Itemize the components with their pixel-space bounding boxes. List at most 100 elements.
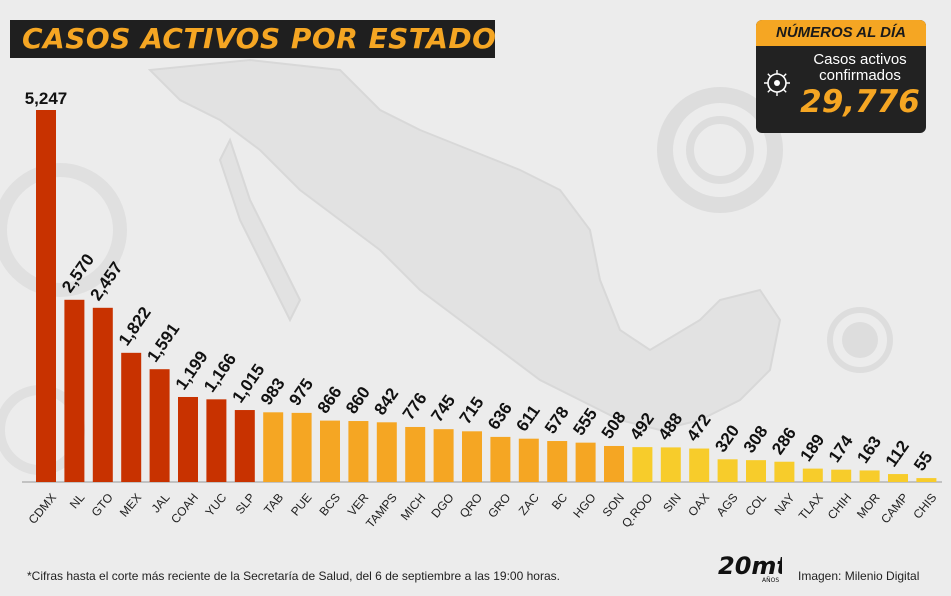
bar-chih	[831, 469, 852, 482]
category-label: COL	[742, 490, 769, 518]
image-credit: Imagen: Milenio Digital	[798, 569, 920, 583]
bar-hgo	[575, 442, 596, 482]
bar-qro	[462, 431, 482, 482]
bar-zac	[518, 438, 539, 482]
category-label: COAH	[168, 491, 201, 527]
bar-gto	[92, 307, 113, 482]
footnote: *Cifras hasta el corte más reciente de l…	[27, 569, 560, 583]
value-label: 866	[314, 383, 346, 417]
category-label: Q.ROO	[619, 491, 655, 531]
value-label: 55	[910, 448, 936, 474]
category-label: QRO	[457, 491, 485, 521]
category-label: CAMP	[878, 491, 911, 527]
value-label: 1,822	[115, 303, 155, 349]
category-label: CDMX	[26, 491, 59, 527]
bar-slp	[234, 410, 255, 482]
category-label: NL	[67, 490, 88, 511]
bar-ags	[717, 459, 738, 482]
category-label: CHIS	[910, 491, 939, 522]
bar-bcs	[320, 420, 340, 482]
value-label: 555	[569, 405, 601, 439]
bar-gro	[490, 436, 511, 482]
category-label: AGS	[714, 491, 741, 519]
stat-card: NÚMEROS AL DÍA Casos activos confirmados…	[756, 20, 926, 133]
category-label: OAX	[685, 491, 712, 519]
value-label: 112	[882, 437, 913, 470]
category-label: CHIH	[825, 491, 855, 522]
value-label: 860	[342, 383, 374, 417]
value-label: 5,247	[25, 89, 68, 108]
stat-card-header: NÚMEROS AL DÍA	[756, 20, 926, 46]
stat-heading: NÚMEROS AL DÍA	[775, 24, 906, 41]
bar-tab	[263, 412, 284, 482]
category-label: NAY	[771, 491, 797, 518]
category-label: SIN	[660, 491, 684, 515]
virus-icon	[764, 70, 790, 96]
category-label: MEX	[117, 491, 144, 520]
bar-sin	[660, 447, 681, 482]
stat-label: Casos activos confirmados	[813, 51, 907, 84]
stat-value: 29,776	[800, 84, 920, 120]
bar-cdmx	[36, 110, 56, 482]
bar-dgo	[433, 429, 454, 482]
value-label: 776	[399, 389, 431, 423]
category-label: PUE	[288, 491, 315, 519]
value-label: 163	[853, 433, 885, 467]
category-label: ZAC	[516, 490, 542, 518]
value-label: 1,591	[143, 320, 183, 366]
bar-chis	[916, 478, 937, 482]
value-label: 578	[541, 403, 573, 437]
category-label: BC	[549, 490, 571, 512]
bar-jal	[149, 369, 170, 482]
value-label: 189	[797, 431, 829, 465]
category-label: TAMPS	[363, 491, 400, 531]
bar-mex	[121, 352, 142, 482]
bar-oax	[689, 448, 710, 482]
value-label: 488	[655, 410, 687, 444]
value-label: 842	[371, 384, 403, 418]
value-label: 611	[513, 402, 544, 435]
category-label: JAL	[149, 490, 173, 515]
bar-nl	[64, 299, 85, 482]
category-label: VER	[345, 490, 372, 518]
bar-mor	[859, 470, 880, 482]
chart-title: CASOS ACTIVOS POR ESTADO	[22, 22, 497, 55]
value-label: 636	[484, 399, 516, 433]
milenio-logo: 20mt AÑOS	[718, 552, 782, 584]
bar-pue	[291, 412, 312, 482]
value-label: 745	[427, 391, 459, 425]
bar-col	[746, 460, 766, 482]
bar-mich	[405, 426, 426, 482]
bar-tlax	[802, 468, 823, 482]
bar-qroo	[632, 447, 653, 482]
logo-sub: AÑOS	[762, 577, 779, 584]
value-label: 320	[711, 421, 743, 455]
category-label: GRO	[485, 491, 513, 521]
bar-coah	[178, 396, 198, 482]
category-label: GTO	[89, 491, 116, 520]
value-label: 975	[285, 375, 317, 409]
value-label: 286	[768, 424, 800, 458]
bar-nay	[774, 461, 795, 482]
value-label: 472	[683, 411, 715, 445]
bar-bc	[547, 441, 568, 482]
value-label: 508	[598, 408, 630, 442]
category-label: MICH	[398, 491, 428, 523]
title-banner	[10, 20, 495, 58]
value-label: 715	[456, 393, 488, 427]
category-label: DGO	[428, 491, 456, 521]
category-label: YUC	[202, 490, 229, 519]
value-label: 174	[825, 431, 857, 466]
category-label: TLAX	[796, 491, 826, 523]
value-label: 492	[626, 409, 658, 443]
category-label: SLP	[233, 491, 258, 517]
bar-camp	[888, 474, 908, 482]
category-label: BCS	[316, 491, 343, 519]
bar-yuc	[206, 399, 227, 482]
bar-ver	[348, 421, 369, 482]
category-label: HGO	[570, 491, 598, 521]
category-label: TAB	[261, 491, 286, 517]
value-label: 308	[740, 422, 772, 456]
logo-text: 20mt	[718, 552, 782, 580]
